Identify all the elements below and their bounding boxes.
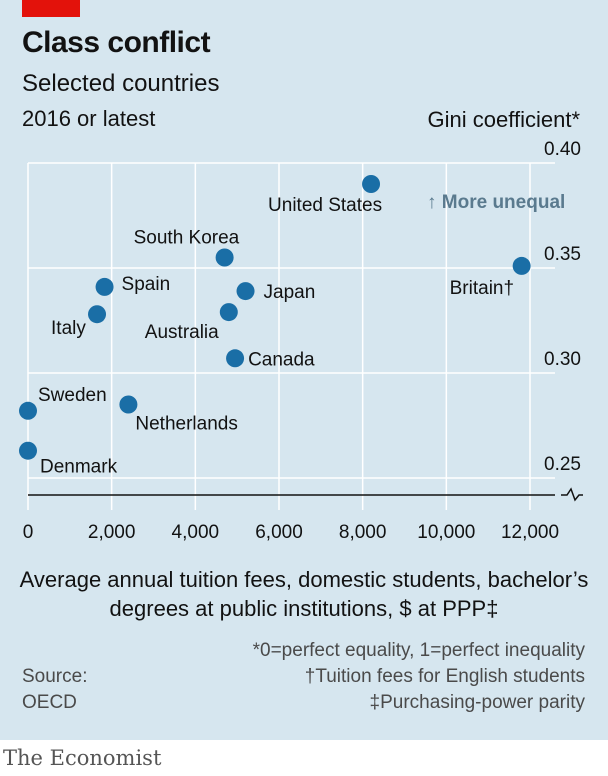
point-label: Italy [51,318,86,339]
chart-subtitle-date: 2016 or latest [22,106,156,131]
x-tick-label: 6,000 [255,522,303,543]
y-tick-label: 0.30 [544,349,581,370]
data-point [19,401,37,420]
data-point [236,282,255,301]
point-label: Netherlands [135,414,237,435]
scatter-chart: 0.25 0.30 0.35 0.40 0 2,000 4,000 6,000 8,000 10,… [19,139,583,543]
data-point [512,256,531,275]
x-tick-label: 4,000 [172,522,220,543]
more-unequal-annotation: ↑ More unequal [427,192,565,213]
source-label: Source: [22,666,88,687]
point-label: United States [268,195,382,216]
axis-break-icon [561,487,583,502]
footnote-tuition: †Tuition fees for English students [304,666,585,687]
data-point [226,349,245,368]
point-label: Britain† [450,278,514,299]
footnote-gini: *0=perfect equality, 1=perfect inequalit… [252,640,585,661]
data-point [88,305,107,324]
data-point [95,277,114,296]
data-point [119,395,138,414]
point-label: Denmark [40,457,118,478]
data-point [219,303,238,322]
data-point [215,248,234,267]
data-point [362,175,381,193]
point-label: Spain [122,274,171,295]
chart-subtitle: Selected countries [22,70,220,97]
y-tick-label: 0.25 [544,454,581,475]
data-point [19,441,37,460]
x-tick-label: 8,000 [339,522,387,543]
point-label: Sweden [38,385,107,406]
x-axis-label: Average annual tuition fees, domestic st… [19,567,589,621]
chart-panel [0,0,608,740]
point-label: Japan [264,282,316,303]
point-label: Canada [248,349,315,370]
x-tick-label: 0 [23,522,34,543]
chart-title: Class conflict [22,26,211,59]
x-tick-label: 12,000 [501,522,559,543]
y-axis-label: Gini coefficient* [427,107,580,132]
y-tick-label: 0.35 [544,244,581,265]
x-tick-label: 2,000 [88,522,136,543]
brand-red-bar [22,0,80,17]
y-tick-label: 0.40 [544,139,581,160]
footnote-ppp: ‡Purchasing-power parity [369,692,585,713]
point-label: Australia [145,322,219,343]
brand-name: The Economist [3,746,162,770]
point-label: South Korea [134,228,240,249]
x-tick-label: 10,000 [417,522,475,543]
source-value: OECD [22,692,77,713]
